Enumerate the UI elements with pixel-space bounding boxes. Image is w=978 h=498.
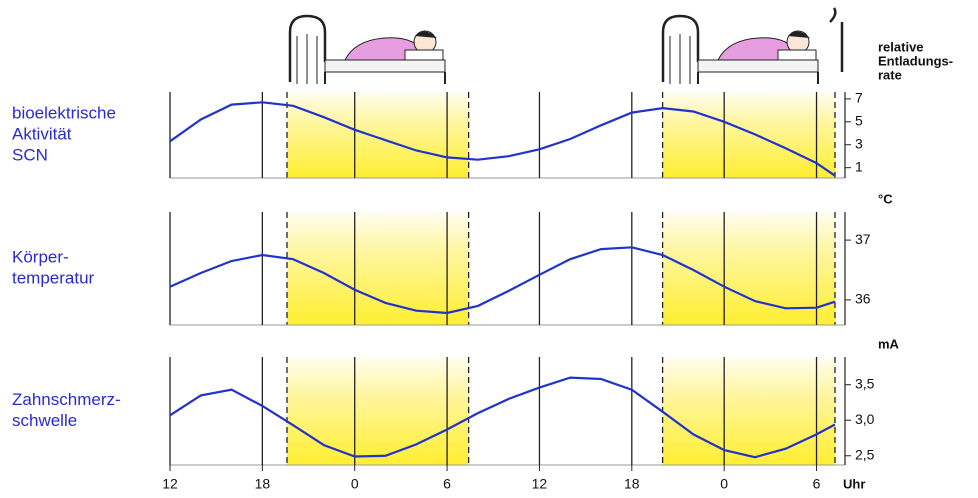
x-tick-label: 18 xyxy=(624,476,640,492)
panel-title: temperatur xyxy=(12,268,95,287)
y-axis-label: mA xyxy=(878,336,900,351)
sleep-shading xyxy=(663,92,835,178)
y-tick-label: 3,0 xyxy=(855,411,875,427)
y-tick-label: 3 xyxy=(855,135,863,151)
y-axis-label: rate xyxy=(878,67,902,82)
sleep-shading xyxy=(287,92,469,178)
y-axis-label: Entladungs- xyxy=(878,53,953,68)
y-axis-label: relative xyxy=(878,39,924,54)
chart: 1 3 5 7 relativeEntladungs-rate bioelektrisch… xyxy=(0,0,978,498)
sleep-shading xyxy=(663,357,835,465)
panel-title: bioelektrische xyxy=(12,103,116,122)
page: 1 3 5 7 relativeEntladungs-rate bioelektrisch… xyxy=(0,0,978,498)
x-tick-label: 6 xyxy=(813,476,821,492)
panel-title: SCN xyxy=(12,145,48,164)
y-tick-label: 37 xyxy=(855,231,871,247)
y-tick-label: 7 xyxy=(855,90,863,106)
x-tick-label: 0 xyxy=(351,476,359,492)
x-axis-label: Uhr xyxy=(843,476,865,491)
x-tick-label: 0 xyxy=(720,476,728,492)
x-tick-label: 18 xyxy=(255,476,271,492)
x-tick-label: 12 xyxy=(162,476,178,492)
panel-title: schwelle xyxy=(12,411,77,430)
sleep-shading xyxy=(287,357,469,465)
panel-title: Zahnschmerz- xyxy=(12,390,121,409)
x-tick-label: 12 xyxy=(532,476,548,492)
bed-illustration xyxy=(663,8,842,84)
y-tick-label: 5 xyxy=(855,113,863,129)
y-axis-label: °C xyxy=(878,191,893,206)
bed-illustration xyxy=(290,16,445,84)
y-tick-label: 1 xyxy=(855,158,863,174)
x-tick-label: 6 xyxy=(443,476,451,492)
panel-title: Körper- xyxy=(12,247,69,266)
y-tick-label: 36 xyxy=(855,291,871,307)
panel-title: Aktivität xyxy=(12,124,72,143)
y-tick-label: 2,5 xyxy=(855,446,875,462)
y-tick-label: 3,5 xyxy=(855,375,875,391)
